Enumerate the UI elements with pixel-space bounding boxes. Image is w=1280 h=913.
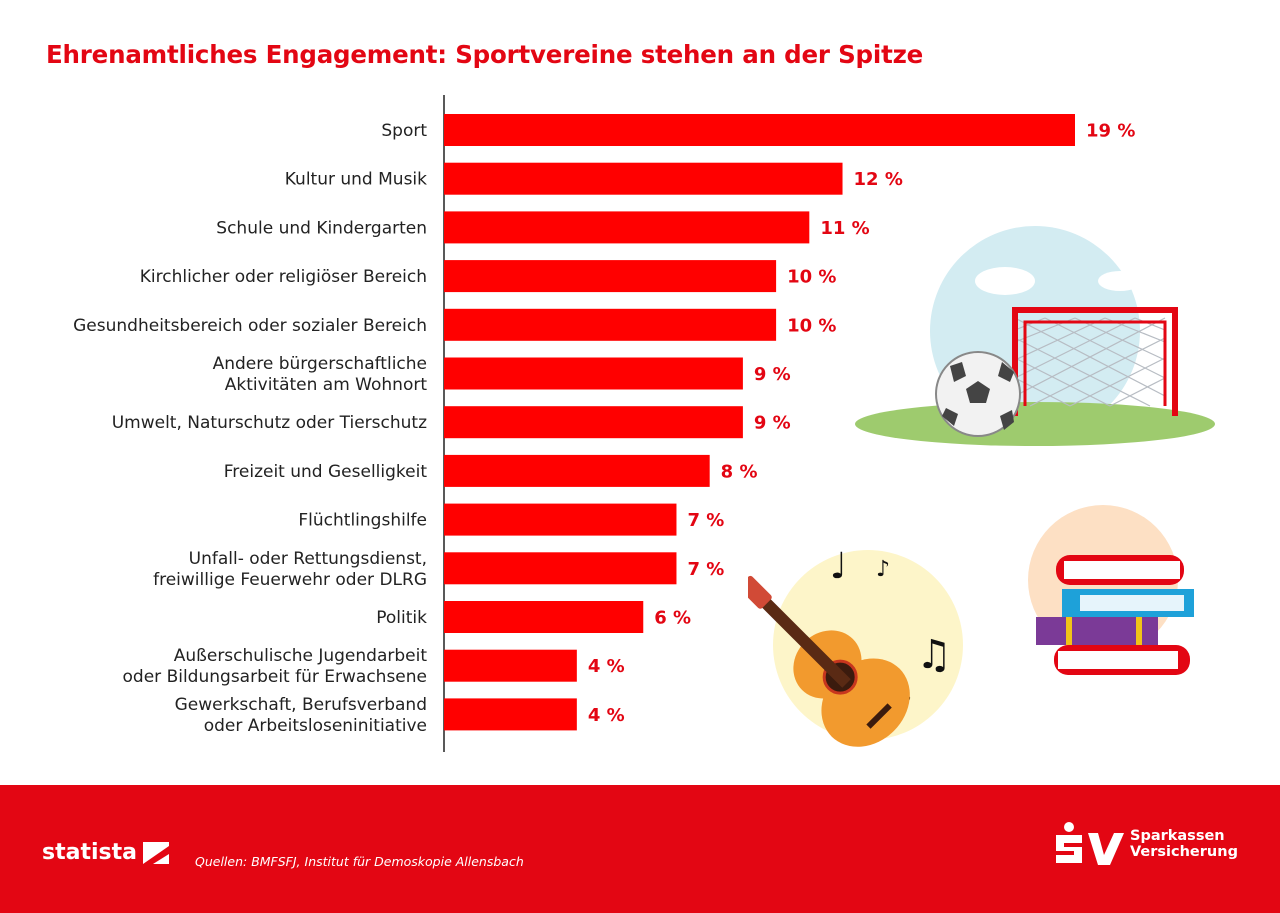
bar <box>444 601 644 633</box>
bar <box>444 406 743 439</box>
statista-logo[interactable]: statista <box>42 840 169 865</box>
data-label: 4 % <box>588 656 625 677</box>
bar <box>444 162 843 195</box>
books-icon <box>1028 505 1194 675</box>
bar <box>444 698 577 731</box>
bar <box>444 503 677 536</box>
svg-text:♩: ♩ <box>830 546 847 587</box>
bar <box>444 308 777 341</box>
partner-name: Sparkassen Versicherung <box>1130 828 1238 860</box>
data-label: 7 % <box>687 559 724 580</box>
data-label: 6 % <box>654 608 691 629</box>
data-label: 7 % <box>687 510 724 531</box>
category-label: Außerschulische Jugendarbeit <box>174 646 428 666</box>
statista-brand: statista <box>42 840 137 865</box>
footer: statista Quellen: BMFSFJ, Institut für D… <box>0 785 1280 913</box>
data-label: 9 % <box>754 364 791 385</box>
category-label: Kirchlicher oder religiöser Bereich <box>140 267 427 287</box>
bar <box>444 114 1075 146</box>
sparkassen-versicherung-logo[interactable]: Sparkassen Versicherung <box>1052 821 1238 867</box>
category-label: Schule und Kindergarten <box>216 218 427 238</box>
data-label: 8 % <box>721 461 758 482</box>
data-label: 12 % <box>854 169 903 190</box>
category-label: Aktivitäten am Wohnort <box>225 375 428 395</box>
bar <box>444 454 710 487</box>
bar <box>444 260 777 293</box>
category-label: Gesundheitsbereich oder sozialer Bereich <box>73 316 427 336</box>
category-label: Gewerkschaft, Berufsverband <box>175 695 427 715</box>
bar <box>444 211 810 244</box>
category-label: Umwelt, Naturschutz oder Tierschutz <box>112 413 427 433</box>
category-label: Politik <box>376 608 427 628</box>
guitar-icon: ♩ ♪ ♫ ♪ <box>748 546 963 747</box>
data-label: 4 % <box>588 705 625 726</box>
category-label: Freizeit und Geselligkeit <box>224 462 428 482</box>
svg-text:♪: ♪ <box>876 557 890 582</box>
football-goal-icon <box>855 226 1215 446</box>
data-label: 10 % <box>787 315 836 336</box>
data-label: 10 % <box>787 267 836 288</box>
category-label: freiwillige Feuerwehr oder DLRG <box>153 570 427 590</box>
statista-mark-icon <box>142 841 169 864</box>
bar <box>444 357 743 390</box>
sparkasse-s-icon <box>1056 822 1124 865</box>
category-label: oder Bildungsarbeit für Erwachsene <box>123 667 427 687</box>
category-label: Sport <box>381 121 427 141</box>
category-label: Kultur und Musik <box>285 170 427 190</box>
source-note: Quellen: BMFSFJ, Institut für Demoskopie… <box>195 854 524 869</box>
category-label: Flüchtlingshilfe <box>298 511 427 531</box>
svg-text:♫: ♫ <box>916 632 952 678</box>
category-label: Unfall- oder Rettungsdienst, <box>189 549 427 569</box>
data-label: 11 % <box>820 218 869 239</box>
chart-title: Ehrenamtliches Engagement: Sportvereine … <box>46 40 924 69</box>
category-label: oder Arbeitsloseninitiative <box>204 716 427 736</box>
data-label: 19 % <box>1086 121 1135 142</box>
bar-chart: 19 % Sport 12 % Kultur und Musik 11 % Schule … <box>73 95 1135 752</box>
bar <box>444 649 577 682</box>
category-label: Andere bürgerschaftliche <box>213 354 427 374</box>
bar <box>444 552 677 585</box>
data-label: 9 % <box>754 413 791 434</box>
